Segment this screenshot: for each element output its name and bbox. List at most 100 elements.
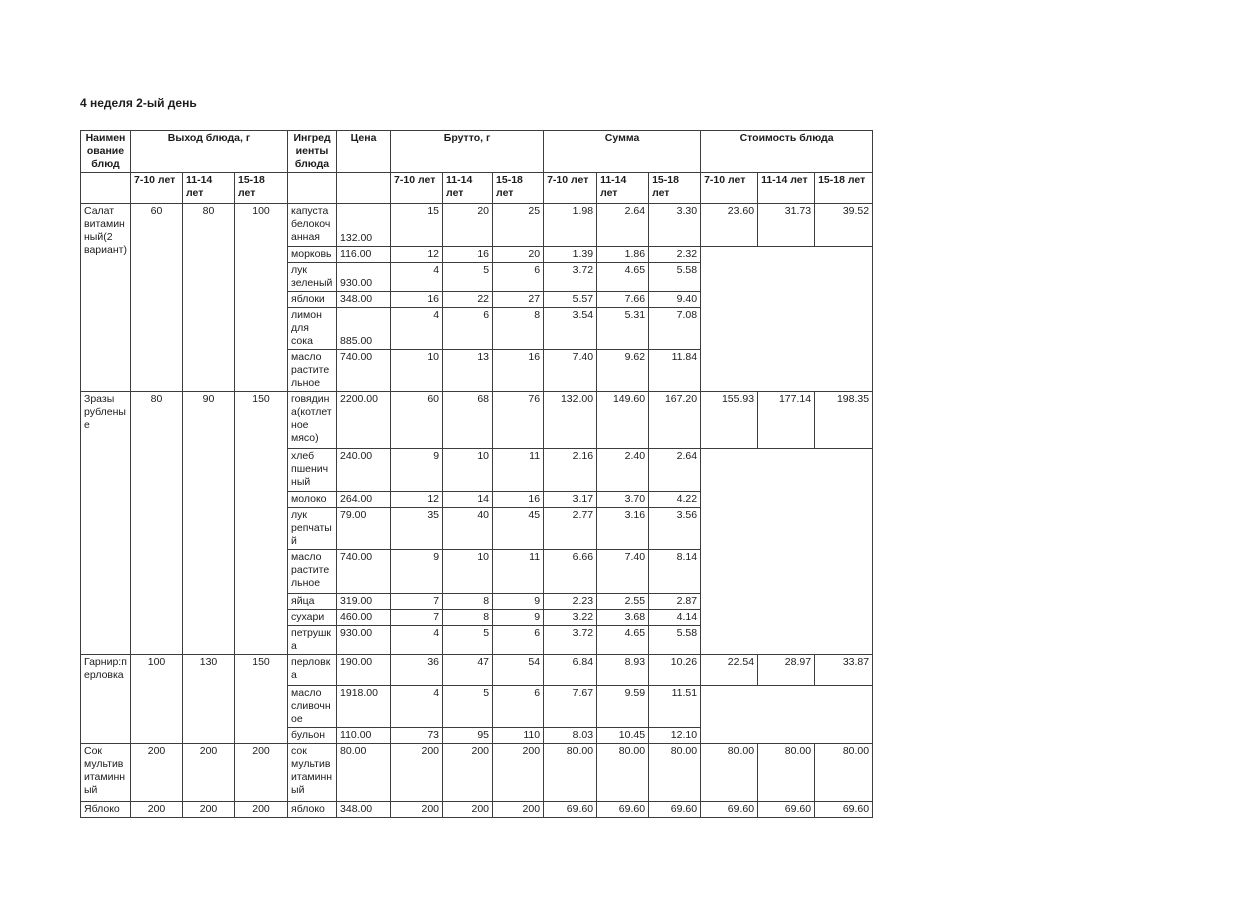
brutto-value-cell: 110 [492, 727, 545, 744]
summa-value-cell: 3.70 [596, 491, 650, 508]
cost-value-cell: 31.73 [757, 203, 816, 247]
brutto-value-cell: 7 [390, 609, 444, 626]
table-row: бульон 110.00 73 95 110 8.03 10.45 12.10 [81, 727, 873, 744]
brutto-value-cell: 35 [390, 507, 444, 550]
summa-value-cell: 8.14 [648, 549, 702, 594]
table-header: Наименование блюд Выход блюда, г Ингреди… [80, 130, 874, 204]
table-row: лимон для сока 885.00 4 6 8 3.54 5.31 7.08 [81, 307, 873, 350]
brutto-value-cell: 9 [492, 593, 545, 610]
header-age-cell: 15-18 лет [233, 172, 289, 204]
price-cell: 2200.00 [336, 391, 392, 449]
table-row: лук зеленый 930.00 4 5 6 3.72 4.65 5.58 [81, 262, 873, 292]
summa-value-cell: 7.40 [543, 349, 598, 392]
table-body: Салат витаминный(2 вариант) 60 80 100 капуст… [80, 203, 874, 818]
price-cell: 79.00 [336, 507, 392, 550]
table-row: яблоки 348.00 16 22 27 5.57 7.66 9.40 [81, 291, 873, 308]
table-row: петрушка 930.00 4 5 6 3.72 4.65 5.58 [81, 625, 873, 655]
summa-value-cell: 5.58 [648, 625, 702, 655]
yield-value-cell: 200 [130, 801, 183, 818]
menu-table: Наименование блюд Выход блюда, г Ингреди… [80, 130, 874, 818]
summa-value-cell: 2.16 [543, 448, 598, 492]
summa-value-cell: 80.00 [543, 743, 598, 802]
brutto-value-cell: 4 [390, 262, 444, 292]
brutto-value-cell: 16 [492, 349, 545, 392]
table-row: сухари 460.00 7 8 9 3.22 3.68 4.14 [81, 609, 873, 626]
header-row-groups: Наименование блюд Выход блюда, г Ингреди… [80, 130, 874, 173]
summa-value-cell: 3.72 [543, 625, 598, 655]
brutto-value-cell: 13 [442, 349, 494, 392]
brutto-value-cell: 200 [492, 801, 545, 818]
summa-value-cell: 2.64 [596, 203, 650, 247]
yield-value-cell: 200 [233, 743, 289, 802]
table-row: хлеб пшеничный 240.00 9 10 11 2.16 2.40 2.64 [81, 448, 874, 655]
table-row: масло растительное 740.00 10 13 16 7.40 9.62 11… [81, 349, 873, 392]
table-row: лук репчатый 79.00 35 40 45 2.77 3.16 3.56 [81, 507, 873, 550]
summa-value-cell: 11.51 [648, 685, 702, 728]
table-row: Яблоко 200 200 200 яблоко 348.00 200 200 200 69.6… [80, 801, 874, 818]
dish-name-cell: Салат витаминный(2 вариант) [80, 203, 131, 392]
header-brutto-group: Брутто, г [390, 130, 545, 173]
cost-value-cell: 80.00 [700, 743, 759, 802]
header-summa-group: Сумма [543, 130, 702, 173]
brutto-value-cell: 27 [492, 291, 545, 308]
cost-value-cell: 33.87 [814, 654, 874, 686]
brutto-value-cell: 4 [390, 625, 444, 655]
header-age-cell: 7-10 лет [700, 172, 759, 204]
summa-value-cell: 9.62 [596, 349, 650, 392]
cost-value-cell: 22.54 [700, 654, 759, 686]
brutto-value-cell: 4 [390, 307, 444, 350]
brutto-value-cell: 6 [492, 685, 545, 728]
cost-value-cell: 80.00 [814, 743, 874, 802]
brutto-value-cell: 5 [442, 262, 494, 292]
price-cell: 319.00 [336, 593, 392, 610]
brutto-value-cell: 8 [492, 307, 545, 350]
summa-value-cell: 2.23 [543, 593, 598, 610]
header-age-cell: 7-10 лет [390, 172, 444, 204]
summa-value-cell: 11.84 [648, 349, 702, 392]
dish-name-cell: Сок мультивитаминный [80, 743, 131, 802]
summa-value-cell: 4.65 [596, 262, 650, 292]
brutto-value-cell: 16 [492, 491, 545, 508]
summa-value-cell: 167.20 [648, 391, 702, 449]
ingredient-name-cell: лук зеленый [287, 262, 338, 292]
header-row-ages: 7-10 лет 11-14 лет 15-18 лет 7-10 лет 11… [80, 172, 874, 204]
summa-value-cell: 12.10 [648, 727, 702, 744]
ingredient-name-cell: петрушка [287, 625, 338, 655]
brutto-value-cell: 20 [442, 203, 494, 247]
summa-value-cell: 80.00 [596, 743, 650, 802]
summa-value-cell: 3.30 [648, 203, 702, 247]
header-age-cell: 11-14 лет [596, 172, 650, 204]
summa-value-cell: 10.45 [596, 727, 650, 744]
brutto-value-cell: 20 [492, 246, 545, 263]
yield-value-cell: 200 [130, 743, 183, 802]
header-age-cell: 11-14 лет [757, 172, 816, 204]
dish-name-cell: Зразы рубленые [80, 391, 131, 655]
price-cell: 348.00 [336, 801, 392, 818]
price-cell: 885.00 [336, 307, 392, 350]
brutto-value-cell: 9 [390, 549, 444, 594]
summa-value-cell: 7.40 [596, 549, 650, 594]
summa-value-cell: 69.60 [543, 801, 598, 818]
cost-empty-merged-cell [700, 246, 874, 392]
summa-value-cell: 2.77 [543, 507, 598, 550]
summa-value-cell: 5.57 [543, 291, 598, 308]
brutto-value-cell: 14 [442, 491, 494, 508]
ingredient-name-cell: масло растительное [287, 349, 338, 392]
brutto-value-cell: 11 [492, 448, 545, 492]
header-age-cell: 11-14 лет [182, 172, 235, 204]
summa-value-cell: 2.55 [596, 593, 650, 610]
header-yield-group: Выход блюда, г [129, 130, 289, 173]
brutto-value-cell: 11 [492, 549, 545, 594]
cost-value-cell: 69.60 [814, 801, 874, 818]
brutto-value-cell: 95 [442, 727, 494, 744]
table-row: Гарнир:перловка 100 130 150 перловка 190.00 36… [80, 654, 874, 744]
header-age-cell: 11-14 лет [442, 172, 494, 204]
summa-value-cell: 8.93 [596, 654, 650, 686]
ingredient-name-cell: молоко [287, 491, 338, 508]
price-cell: 110.00 [336, 727, 392, 744]
yield-value-cell: 200 [233, 801, 289, 818]
summa-value-cell: 9.40 [648, 291, 702, 308]
ingredient-name-cell: яблоко [287, 801, 338, 818]
cost-value-cell: 23.60 [700, 203, 759, 247]
